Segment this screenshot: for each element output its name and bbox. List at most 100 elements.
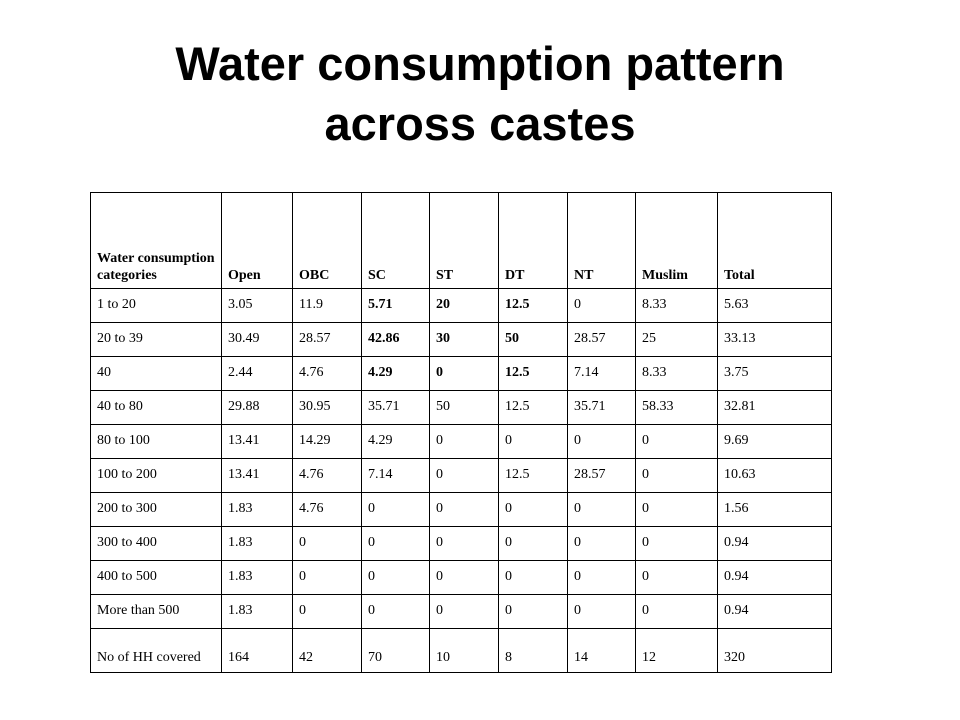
- table-cell: 14.29: [292, 424, 362, 459]
- table-cell: 30: [429, 322, 499, 357]
- table-cell: 1.56: [717, 492, 832, 527]
- table-cell: 12: [635, 628, 718, 673]
- column-header-open: Open: [221, 192, 293, 289]
- table-cell: 12.5: [498, 356, 568, 391]
- table-cell: 13.41: [221, 424, 293, 459]
- table-cell: 0: [498, 492, 568, 527]
- row-label-cell: 300 to 400: [90, 526, 222, 561]
- table-cell: 3.05: [221, 288, 293, 323]
- table-cell: 0: [429, 356, 499, 391]
- table-cell: 0: [635, 594, 718, 629]
- table-cell: 164: [221, 628, 293, 673]
- table-cell: 28.57: [292, 322, 362, 357]
- table-cell: 0: [635, 492, 718, 527]
- table-cell: 50: [429, 390, 499, 425]
- table-cell: 7.14: [361, 458, 430, 493]
- table-cell: 32.81: [717, 390, 832, 425]
- table-row: 200 to 300 1.83 4.76 0 0 0 0 0 1.56: [90, 492, 832, 527]
- table-row: More than 500 1.83 0 0 0 0 0 0 0.94: [90, 594, 832, 629]
- table-cell: 0: [567, 288, 636, 323]
- table-cell: 9.69: [717, 424, 832, 459]
- table-cell: 0: [292, 526, 362, 561]
- table-cell: 0: [567, 424, 636, 459]
- table-cell: 12.5: [498, 458, 568, 493]
- table-cell: 42.86: [361, 322, 430, 357]
- table-cell: 2.44: [221, 356, 293, 391]
- table-cell: 0: [429, 424, 499, 459]
- table-cell: 0: [292, 594, 362, 629]
- table-cell: 0: [429, 560, 499, 595]
- table-cell: 11.9: [292, 288, 362, 323]
- table-cell: 0: [635, 526, 718, 561]
- table-row: No of HH covered 164 42 70 10 8 14 12 320: [90, 628, 832, 673]
- table-cell: 28.57: [567, 322, 636, 357]
- table-cell: 0: [498, 424, 568, 459]
- column-header-st: ST: [429, 192, 499, 289]
- table-cell: 29.88: [221, 390, 293, 425]
- row-label-cell: 100 to 200: [90, 458, 222, 493]
- table-cell: 25: [635, 322, 718, 357]
- table-cell: 1.83: [221, 560, 293, 595]
- table-cell: 0: [361, 492, 430, 527]
- table-cell: 0: [429, 492, 499, 527]
- table-body: 1 to 20 3.05 11.9 5.71 20 12.5 0 8.33 5.63 20 to …: [90, 288, 832, 673]
- table-cell: 42: [292, 628, 362, 673]
- table-cell: 33.13: [717, 322, 832, 357]
- table-cell: 320: [717, 628, 832, 673]
- table-cell: 58.33: [635, 390, 718, 425]
- table-header-row: Water consumption categories Open OBC SC…: [90, 192, 832, 289]
- table-cell: 0: [635, 424, 718, 459]
- table-cell: 0: [498, 560, 568, 595]
- column-header-category: Water consumption categories: [90, 192, 222, 289]
- table-cell: 30.49: [221, 322, 293, 357]
- table-cell: 0: [429, 594, 499, 629]
- table-cell: 30.95: [292, 390, 362, 425]
- table-cell: 0: [498, 594, 568, 629]
- table-cell: 50: [498, 322, 568, 357]
- table-cell: 3.75: [717, 356, 832, 391]
- table-cell: 0.94: [717, 560, 832, 595]
- table-cell: 4.29: [361, 424, 430, 459]
- table-cell: 12.5: [498, 288, 568, 323]
- table-cell: 12.5: [498, 390, 568, 425]
- row-label-cell: 1 to 20: [90, 288, 222, 323]
- table-row: 40 2.44 4.76 4.29 0 12.5 7.14 8.33 3.75: [90, 356, 832, 391]
- table-cell: 0: [361, 560, 430, 595]
- water-consumption-table: Water consumption categories Open OBC SC…: [90, 192, 832, 673]
- column-header-dt: DT: [498, 192, 568, 289]
- row-label-cell: 80 to 100: [90, 424, 222, 459]
- table-cell: 4.29: [361, 356, 430, 391]
- table-cell: 5.63: [717, 288, 832, 323]
- column-header-sc: SC: [361, 192, 430, 289]
- column-header-muslim: Muslim: [635, 192, 718, 289]
- table-cell: 8.33: [635, 288, 718, 323]
- table-cell: 14: [567, 628, 636, 673]
- table-cell: 5.71: [361, 288, 430, 323]
- row-label-cell: 400 to 500: [90, 560, 222, 595]
- table-cell: 0: [292, 560, 362, 595]
- table-row: 80 to 100 13.41 14.29 4.29 0 0 0 0 9.69: [90, 424, 832, 459]
- table-cell: 0: [567, 526, 636, 561]
- row-label-cell: 200 to 300: [90, 492, 222, 527]
- slide-title: Water consumption pattern across castes: [0, 34, 960, 154]
- slide-title-line-1: Water consumption pattern: [175, 37, 785, 90]
- table-cell: 35.71: [567, 390, 636, 425]
- column-header-total: Total: [717, 192, 832, 289]
- row-label-cell: More than 500: [90, 594, 222, 629]
- table-cell: 10: [429, 628, 499, 673]
- table-row: 20 to 39 30.49 28.57 42.86 30 50 28.57 25 33.13: [90, 322, 832, 357]
- table-cell: 4.76: [292, 356, 362, 391]
- row-label-cell: 40 to 80: [90, 390, 222, 425]
- table-cell: 35.71: [361, 390, 430, 425]
- table-cell: 0: [635, 560, 718, 595]
- table-cell: 0: [567, 560, 636, 595]
- table-cell: 0.94: [717, 594, 832, 629]
- table-cell: 1.83: [221, 526, 293, 561]
- table-cell: 0: [361, 594, 430, 629]
- table-cell: 0.94: [717, 526, 832, 561]
- table-cell: 13.41: [221, 458, 293, 493]
- table-cell: 0: [635, 458, 718, 493]
- row-label-cell: 40: [90, 356, 222, 391]
- table-cell: 20: [429, 288, 499, 323]
- table-cell: 0: [429, 458, 499, 493]
